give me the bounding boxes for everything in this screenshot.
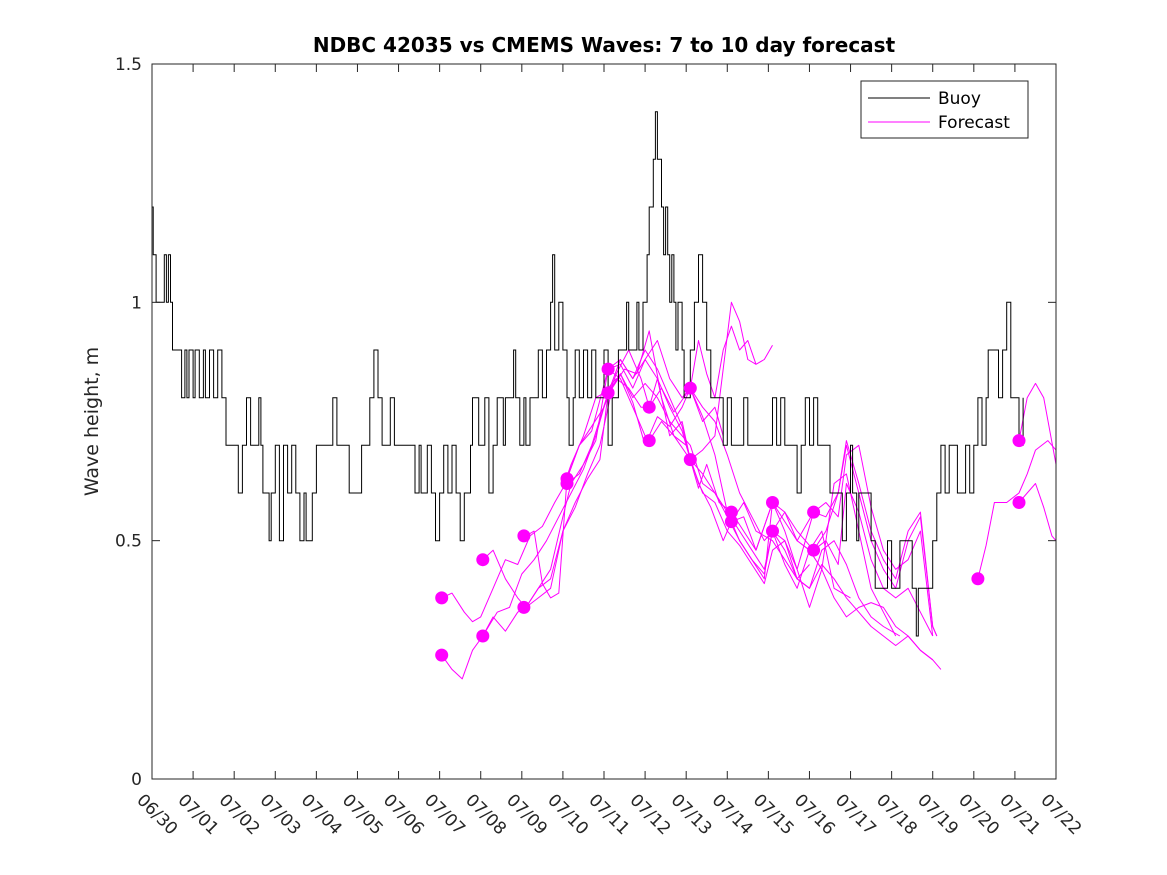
forecast-line-20 [1018,382,1057,465]
forecast-marker-14 [724,505,738,519]
forecast-line-11 [689,325,773,399]
plot-area [152,64,1056,779]
forecast-line-5 [525,330,773,608]
y-tick-label-2: 1 [131,293,142,313]
forecast-line-8 [607,340,851,599]
forecast-marker-16 [766,496,779,509]
forecast-marker-22 [1012,496,1026,509]
y-tick-label-3: 1.5 [115,55,142,75]
forecast-marker-2 [476,553,490,567]
legend-label-forecast: Forecast [938,113,1010,133]
forecast-marker-5 [517,600,531,614]
forecast-marker-17 [766,524,779,538]
legend: Buoy Forecast [860,80,1029,139]
forecast-marker-8 [601,362,615,376]
legend-label-buoy: Buoy [938,89,981,109]
forecast-line-16 [772,440,938,637]
forecast-marker-7 [560,477,574,490]
forecast-marker-4 [517,529,531,543]
forecast-marker-12 [683,381,697,395]
forecast-marker-20 [971,572,985,586]
forecast-marker-18 [807,505,821,519]
forecast-line-2 [482,349,691,608]
forecast-marker-0 [435,591,449,605]
y-axis-label: Wave height, m [81,347,103,496]
y-tick-label-0: 0 [131,770,142,790]
forecast-marker-9 [601,386,615,400]
forecast-marker-19 [807,543,821,557]
forecast-marker-21 [1012,434,1026,448]
series-layer [152,111,1057,680]
forecast-marker-13 [683,453,697,467]
forecast-marker-10 [642,400,656,414]
forecast-marker-3 [476,629,490,643]
forecast-marker-1 [435,648,449,662]
chart-title: NDBC 42035 vs CMEMS Waves: 7 to 10 day f… [313,33,896,57]
legend-box [860,80,1029,139]
y-tick-label-1: 0.5 [115,532,142,552]
forecast-line-14 [730,502,934,661]
buoy-line [152,111,1024,637]
forecast-marker-15 [724,515,738,529]
forecast-line-18 [813,483,934,637]
forecast-marker-11 [642,434,656,448]
forecast-line-21 [1018,483,1057,542]
forecast-line-19 [977,440,1057,579]
forecast-line-0 [441,378,650,623]
forecast-line-12 [689,301,757,460]
